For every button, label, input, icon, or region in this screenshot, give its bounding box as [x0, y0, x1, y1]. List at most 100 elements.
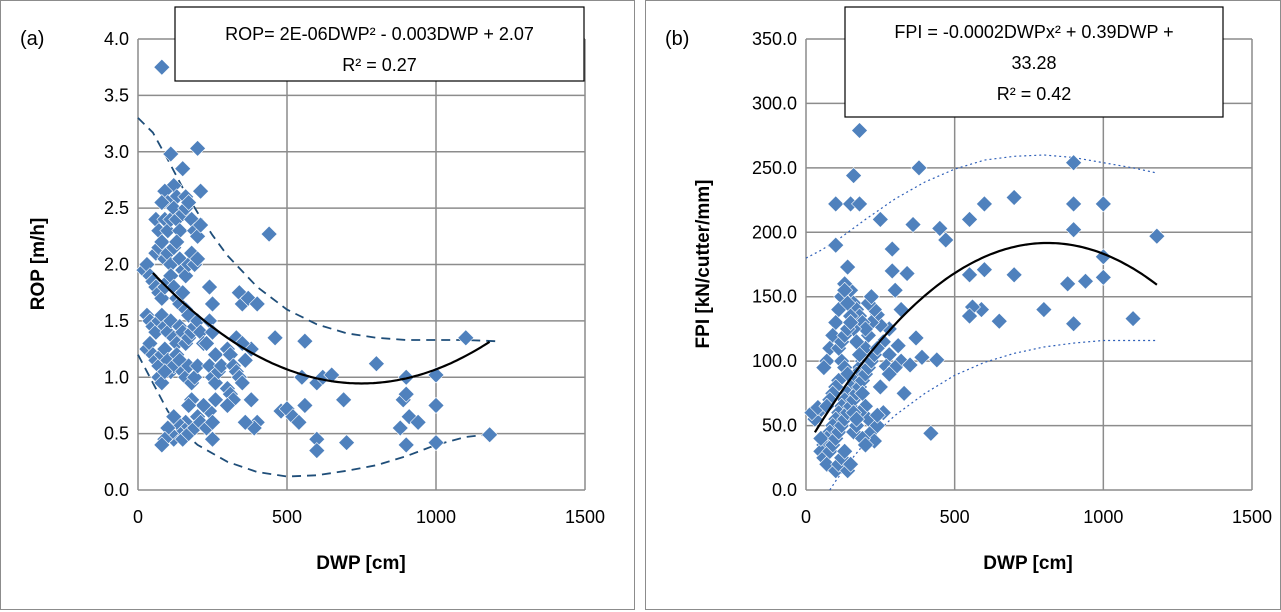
x-tick-label: 500	[272, 507, 302, 527]
y-tick-label: 50.0	[762, 416, 797, 436]
y-tick-label: 0.0	[772, 480, 797, 500]
data-point	[397, 436, 415, 454]
data-point	[201, 278, 218, 296]
data-point	[975, 195, 993, 213]
data-point	[290, 413, 308, 431]
data-point	[296, 332, 314, 350]
data-point	[338, 434, 356, 452]
data-point	[913, 348, 931, 366]
data-point	[1148, 227, 1166, 245]
y-tick-label: 200.0	[752, 222, 797, 242]
data-point	[827, 236, 845, 254]
chart-panel-a: 0.0 0.5 1.0 1.5 2.0 2.5 3.0 3.5 4.0 0 500 1000 1500 D…	[0, 0, 635, 610]
data-point	[1065, 195, 1083, 213]
data-point	[851, 195, 868, 213]
data-point	[990, 312, 1008, 330]
y-tick-label: 1.5	[104, 311, 129, 331]
data-point	[975, 261, 993, 279]
data-point	[1065, 315, 1083, 333]
data-point	[409, 413, 427, 431]
trendline-equation-box	[174, 6, 585, 82]
data-point	[427, 397, 445, 414]
data-point	[233, 335, 251, 352]
y-tick-label: 150.0	[752, 287, 797, 307]
data-point	[153, 436, 171, 454]
data-point	[1094, 268, 1112, 286]
data-point	[937, 231, 955, 249]
x-axis-title: DWP [cm]	[983, 553, 1072, 574]
data-point	[931, 219, 949, 237]
panel-label: (a)	[20, 28, 44, 50]
prediction-band-line	[829, 339, 1157, 491]
data-point	[213, 357, 230, 375]
data-point	[901, 356, 919, 374]
data-point	[871, 210, 889, 228]
data-point	[189, 139, 207, 157]
data-point	[871, 378, 889, 396]
data-point	[922, 424, 940, 442]
data-point	[889, 337, 907, 355]
x-axis-title: DWP [cm]	[316, 553, 405, 574]
data-point	[248, 295, 266, 313]
data-point	[928, 351, 946, 369]
data-point	[868, 417, 886, 434]
x-tick-label: 1000	[1083, 507, 1123, 527]
y-tick-label: 250.0	[752, 158, 797, 178]
trendline	[813, 241, 1158, 433]
data-point	[836, 442, 854, 460]
data-point	[165, 408, 183, 426]
data-point	[868, 339, 886, 357]
data-point	[233, 374, 251, 392]
y-tick-label: 2.0	[104, 255, 129, 275]
y-axis-title: FPI [kN/cutter/mm]	[693, 180, 714, 349]
data-point	[168, 233, 186, 251]
data-point	[174, 160, 192, 178]
data-point	[907, 329, 925, 347]
data-point	[848, 410, 865, 428]
prediction-band-line	[137, 354, 496, 478]
data-point	[153, 233, 171, 251]
y-tick-label: 3.0	[104, 142, 129, 162]
data-point	[162, 145, 180, 163]
data-point	[1035, 301, 1053, 319]
data-point	[427, 434, 445, 452]
data-point	[260, 225, 278, 243]
data-point	[266, 329, 284, 347]
data-point	[961, 210, 978, 228]
data-point	[204, 323, 221, 341]
data-point	[335, 391, 353, 409]
data-point	[886, 281, 904, 299]
data-point	[192, 216, 210, 234]
y-tick-label: 3.5	[104, 85, 129, 105]
data-point	[1124, 310, 1142, 328]
data-point	[323, 366, 341, 384]
data-point	[839, 258, 857, 276]
data-point	[880, 365, 898, 383]
data-point	[961, 266, 978, 284]
data-point	[1059, 275, 1077, 293]
data-point	[961, 307, 978, 325]
data-point	[1094, 195, 1112, 213]
data-point	[236, 413, 254, 431]
y-tick-label: 100.0	[752, 351, 797, 371]
x-tick-label: 1500	[565, 507, 605, 527]
prediction-band-line	[805, 154, 1158, 259]
trendline	[152, 272, 491, 385]
data-point	[842, 455, 860, 473]
trendline-equation-text: 33.28	[1011, 53, 1056, 73]
data-point	[174, 284, 192, 302]
data-point	[898, 265, 916, 282]
trendline-equation-box	[844, 6, 1224, 118]
data-point	[153, 58, 171, 76]
y-tick-label: 1.0	[104, 367, 129, 387]
chart-panel-b: 0.0 50.0 100.0 150.0 200.0 250.0 300.0 350.0 0 50…	[645, 0, 1281, 610]
data-point	[895, 384, 913, 402]
data-point	[1065, 221, 1083, 239]
data-point	[308, 442, 326, 459]
data-point	[153, 194, 171, 211]
data-point	[204, 413, 221, 431]
y-tick-label: 0.5	[104, 424, 129, 444]
data-point	[296, 397, 314, 414]
data-point	[851, 346, 868, 364]
panel-label: (b)	[665, 28, 689, 50]
